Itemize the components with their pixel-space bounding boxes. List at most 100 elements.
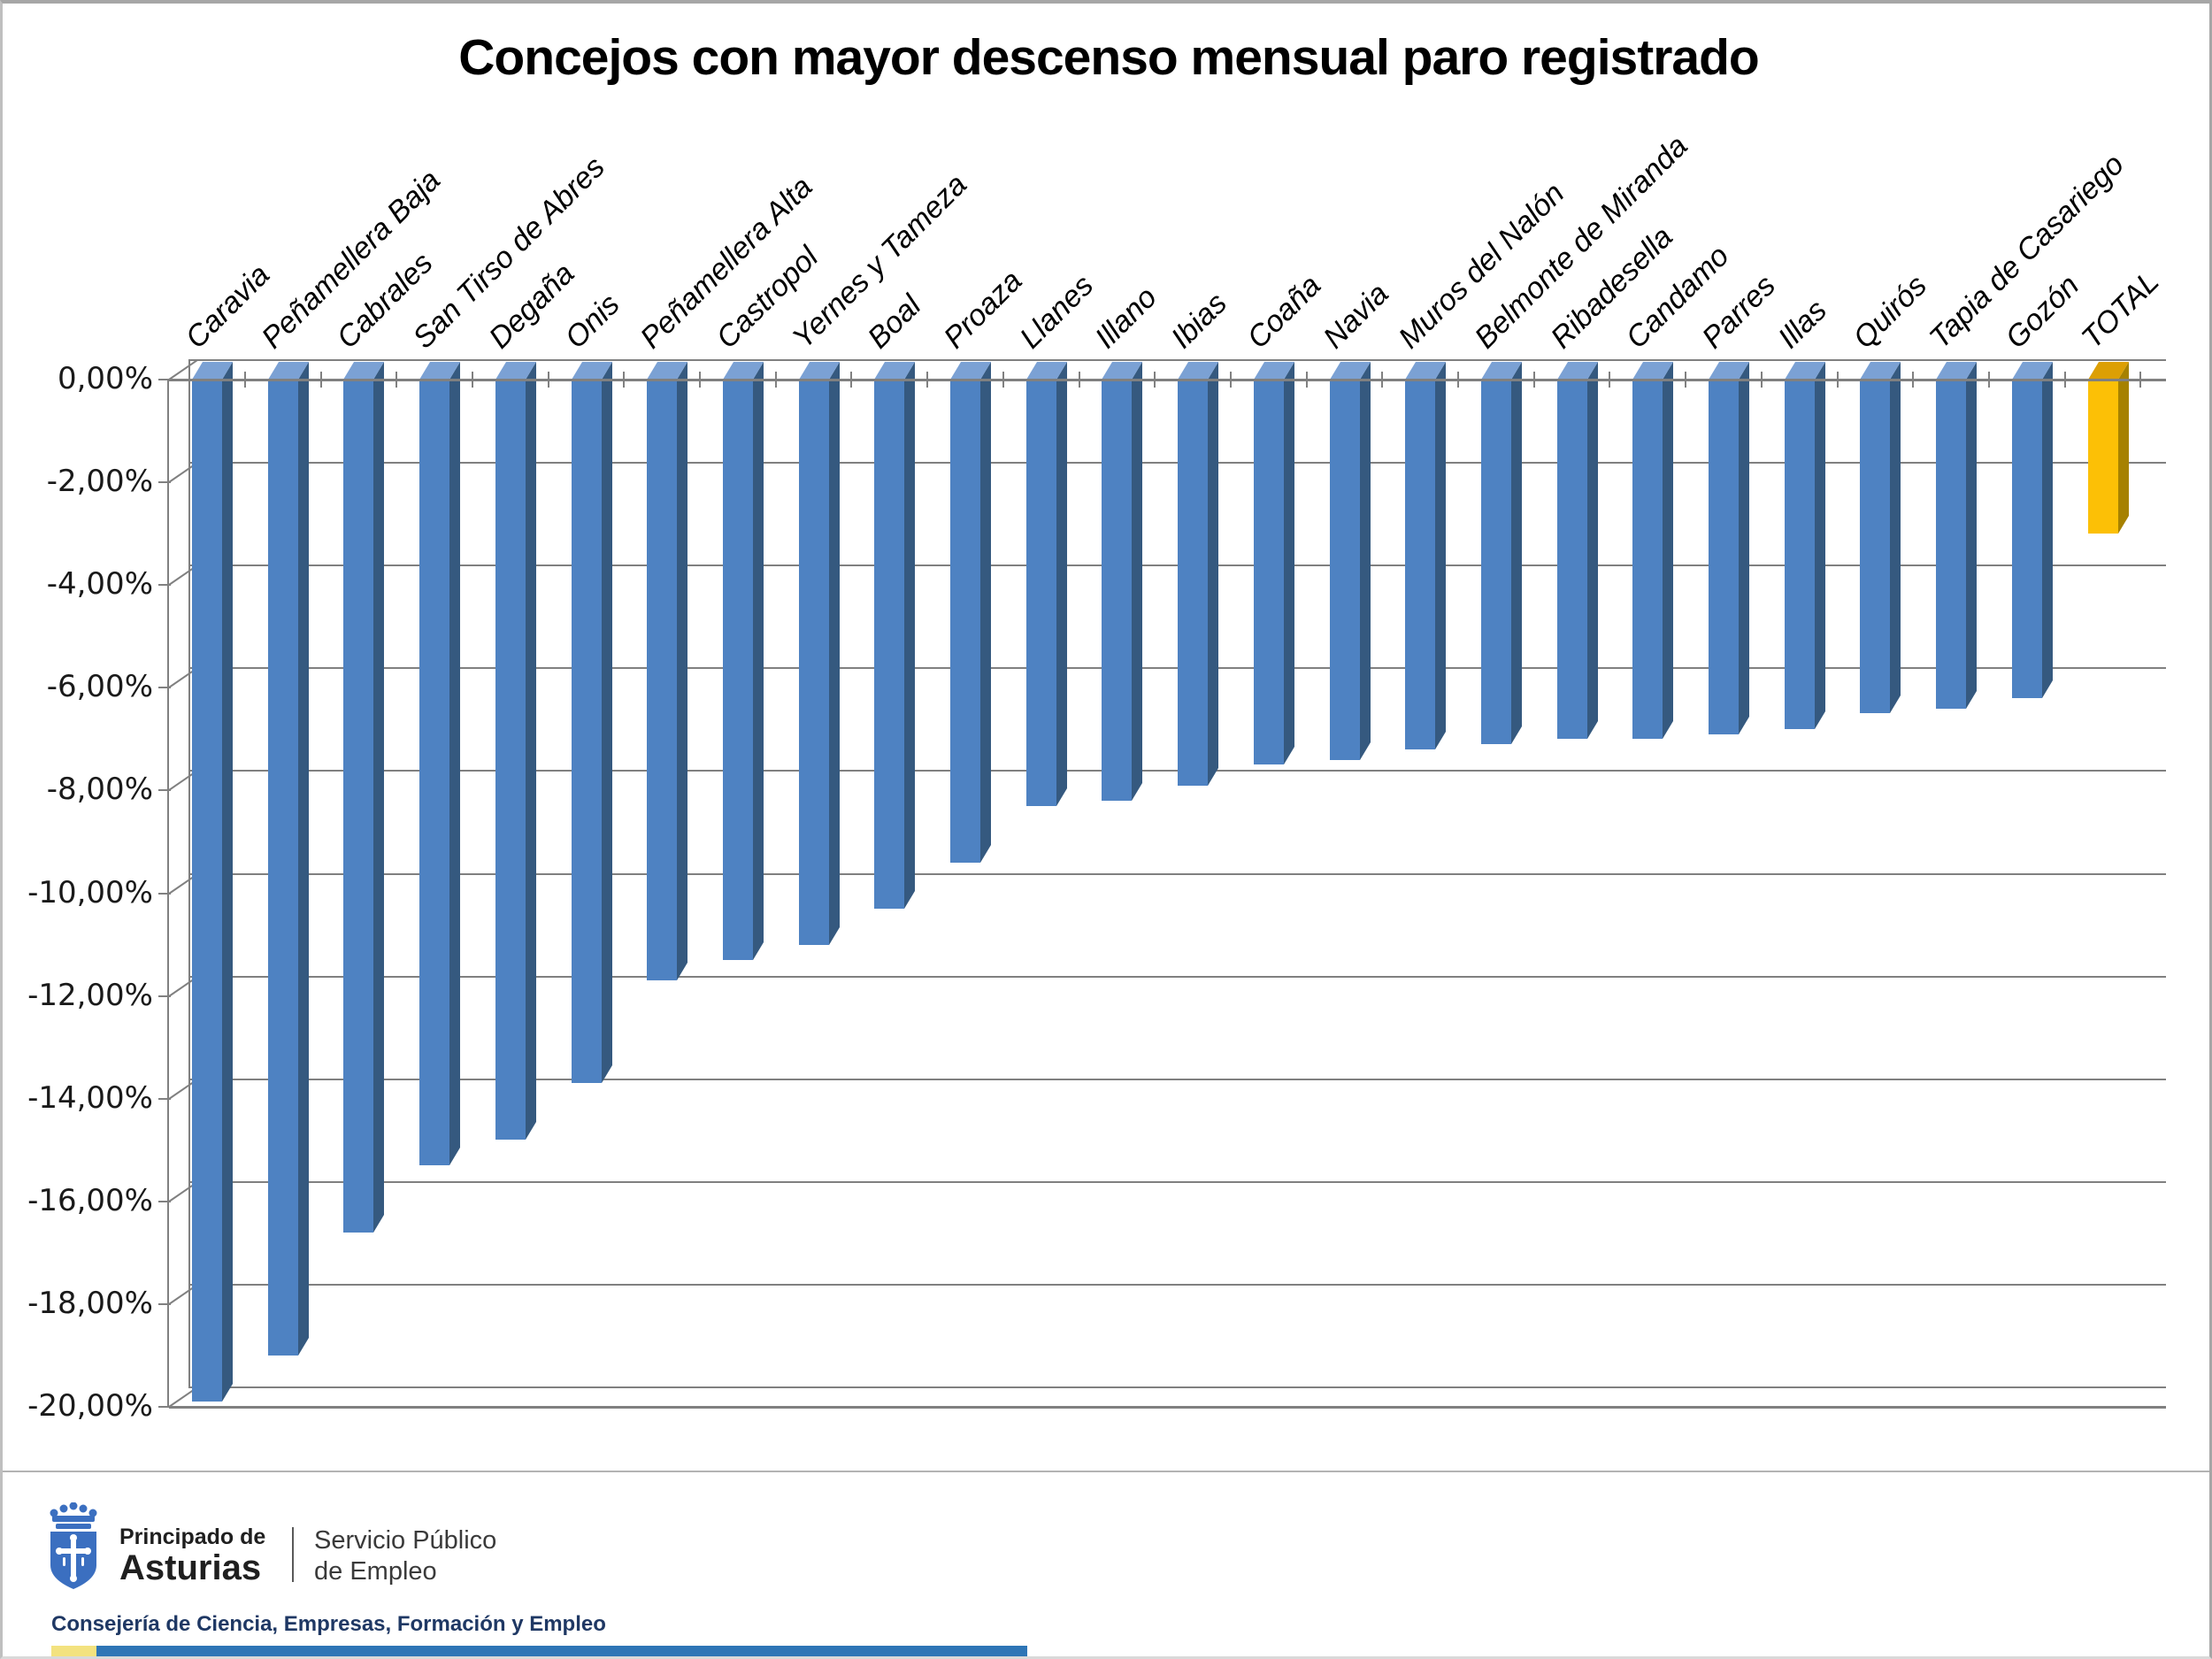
bar-front-face bbox=[343, 380, 374, 1233]
bar-penamellera-baja bbox=[267, 362, 309, 1356]
bar-front-face bbox=[1936, 380, 1967, 709]
bar-side-face bbox=[1283, 362, 1294, 764]
bar-side-face bbox=[373, 362, 385, 1233]
zero-line-tick bbox=[1685, 372, 1687, 388]
bar-illano bbox=[1102, 362, 1143, 801]
bar-muros-del-nalon bbox=[1405, 362, 1447, 749]
bar-front-face bbox=[647, 380, 678, 980]
y-axis-tick bbox=[158, 1200, 171, 1202]
bar-front-face bbox=[267, 380, 298, 1356]
gridline bbox=[188, 1283, 2166, 1286]
zero-line-tick bbox=[396, 372, 398, 388]
zero-line-tick bbox=[774, 372, 777, 388]
y-axis-tick bbox=[158, 1406, 171, 1408]
category-label-onis: Onis bbox=[557, 287, 626, 356]
y-axis-label: -2,00% bbox=[46, 464, 153, 500]
category-label-total: TOTAL bbox=[2074, 265, 2166, 356]
bar-side-face bbox=[525, 362, 536, 1140]
bar-boal bbox=[874, 362, 916, 909]
y-axis-tick bbox=[158, 481, 171, 484]
zero-line-tick bbox=[471, 372, 473, 388]
bar-penamellera-alta bbox=[647, 362, 688, 980]
y-axis-line bbox=[167, 380, 169, 1407]
zero-line-tick bbox=[1987, 372, 1990, 388]
bar-castropol bbox=[722, 362, 764, 960]
bar-side-face bbox=[980, 362, 991, 863]
zero-axis-line bbox=[169, 378, 2166, 381]
bar-front-face bbox=[2011, 380, 2042, 698]
bar-side-face bbox=[449, 362, 461, 1165]
zero-line-tick bbox=[1457, 372, 1460, 388]
bar-candamo bbox=[1632, 362, 1674, 739]
bar-yernes-y-tameza bbox=[798, 362, 840, 945]
gridline bbox=[188, 872, 2166, 875]
zero-line-tick bbox=[1532, 372, 1535, 388]
category-label-caravia: Caravia bbox=[179, 257, 277, 356]
zero-line-tick bbox=[699, 372, 702, 388]
bar-ribadesella bbox=[1556, 362, 1598, 739]
bar-proaza bbox=[950, 362, 992, 863]
bar-front-face bbox=[798, 380, 829, 945]
bar-side-face bbox=[1208, 362, 1219, 786]
y-axis-label: -4,00% bbox=[46, 566, 153, 603]
zero-line-tick bbox=[2139, 372, 2142, 388]
y-axis-tick bbox=[158, 789, 171, 792]
bar-quiros bbox=[1860, 362, 1901, 713]
asturias-coat-of-arms-icon bbox=[50, 1502, 97, 1589]
bar-side-face bbox=[601, 362, 612, 1083]
y-axis-label: -20,00% bbox=[27, 1388, 153, 1424]
bar-front-face bbox=[495, 380, 526, 1140]
bar-gozon bbox=[2011, 362, 2053, 698]
gridline bbox=[188, 667, 2166, 670]
zero-line-tick bbox=[623, 372, 626, 388]
gridline bbox=[188, 359, 2166, 361]
bar-side-face bbox=[222, 362, 233, 1402]
bar-side-face bbox=[1814, 362, 1825, 729]
y-axis-label: -8,00% bbox=[46, 772, 153, 808]
chart-footer-divider bbox=[3, 1471, 2209, 1472]
brand-line-asturias: Asturias bbox=[119, 1548, 262, 1587]
bar-side-face bbox=[1739, 362, 1749, 734]
bar-side-face bbox=[1966, 362, 1978, 709]
bar-ibias bbox=[1178, 362, 1219, 786]
bar-degana bbox=[495, 362, 536, 1140]
zero-line-tick bbox=[319, 372, 322, 388]
category-label-boal: Boal bbox=[861, 288, 928, 356]
chart-title: Concejos con mayor descenso mensual paro… bbox=[458, 29, 1759, 86]
bar-caravia bbox=[192, 362, 234, 1402]
bar-side-face bbox=[1056, 362, 1067, 806]
zero-line-tick bbox=[1609, 372, 1611, 388]
bar-front-face bbox=[1632, 380, 1663, 739]
category-label-quiros: Quirós bbox=[1847, 268, 1934, 356]
brand-divider bbox=[292, 1527, 294, 1582]
zero-line-tick bbox=[1078, 372, 1080, 388]
y-axis-label: -10,00% bbox=[27, 874, 153, 910]
bar-side-face bbox=[677, 362, 688, 980]
bar-front-face bbox=[1329, 380, 1360, 760]
bar-navia bbox=[1329, 362, 1371, 760]
zero-line-tick bbox=[243, 372, 246, 388]
bar-front-face bbox=[1405, 380, 1436, 749]
bar-front-face bbox=[1253, 380, 1284, 764]
y-axis-tick bbox=[158, 995, 171, 997]
consejeria-label: Consejería de Ciencia, Empresas, Formaci… bbox=[51, 1612, 606, 1636]
bar-llanes bbox=[1025, 362, 1067, 806]
bottom-axis-line bbox=[169, 1405, 2166, 1409]
bar-side-face bbox=[1359, 362, 1371, 760]
bar-san-tirso-de-abres bbox=[419, 362, 461, 1165]
bar-front-face bbox=[1556, 380, 1587, 739]
bar-front-face bbox=[722, 380, 753, 960]
bar-side-face bbox=[1663, 362, 1674, 739]
gridline bbox=[188, 462, 2166, 465]
gridline bbox=[188, 1180, 2166, 1183]
wall-left-edge bbox=[188, 360, 190, 1387]
category-label-ibias: Ibias bbox=[1164, 286, 1234, 356]
category-label-proaza: Proaza bbox=[937, 264, 1029, 356]
footer-accent-blue-segment bbox=[96, 1646, 1027, 1656]
bar-side-face bbox=[1586, 362, 1598, 739]
bar-coana bbox=[1253, 362, 1294, 764]
footer: Principado de Asturias Servicio Público … bbox=[3, 1472, 2209, 1656]
bar-front-face bbox=[192, 380, 222, 1402]
bar-side-face bbox=[2041, 362, 2053, 698]
